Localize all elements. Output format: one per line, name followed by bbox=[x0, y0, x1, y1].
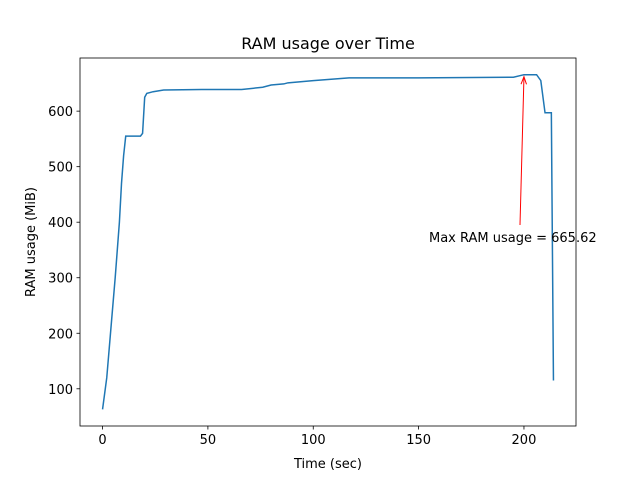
x-tick-label: 100 bbox=[301, 433, 326, 448]
y-tick-label: 400 bbox=[48, 216, 73, 231]
y-tick-label: 100 bbox=[48, 383, 73, 398]
data-line bbox=[101, 73, 555, 410]
y-axis-label: RAM usage (MiB) bbox=[24, 187, 39, 297]
x-axis-label: Time (sec) bbox=[293, 457, 362, 472]
chart-title: RAM usage over Time bbox=[241, 34, 415, 53]
y-tick-label: 300 bbox=[48, 272, 73, 287]
annotation-arrowhead bbox=[520, 75, 527, 85]
y-tick-label: 200 bbox=[48, 327, 73, 342]
x-tick-label: 50 bbox=[200, 433, 217, 448]
x-tick-label: 200 bbox=[512, 433, 537, 448]
x-tick-label: 150 bbox=[406, 433, 431, 448]
annotation-text: Max RAM usage = 665.62 bbox=[429, 231, 597, 246]
x-tick-label: 0 bbox=[98, 433, 106, 448]
y-tick-label: 500 bbox=[48, 161, 73, 176]
annotation-arrow bbox=[519, 76, 525, 226]
y-tick-label: 600 bbox=[48, 105, 73, 120]
plot-frame bbox=[79, 57, 577, 427]
